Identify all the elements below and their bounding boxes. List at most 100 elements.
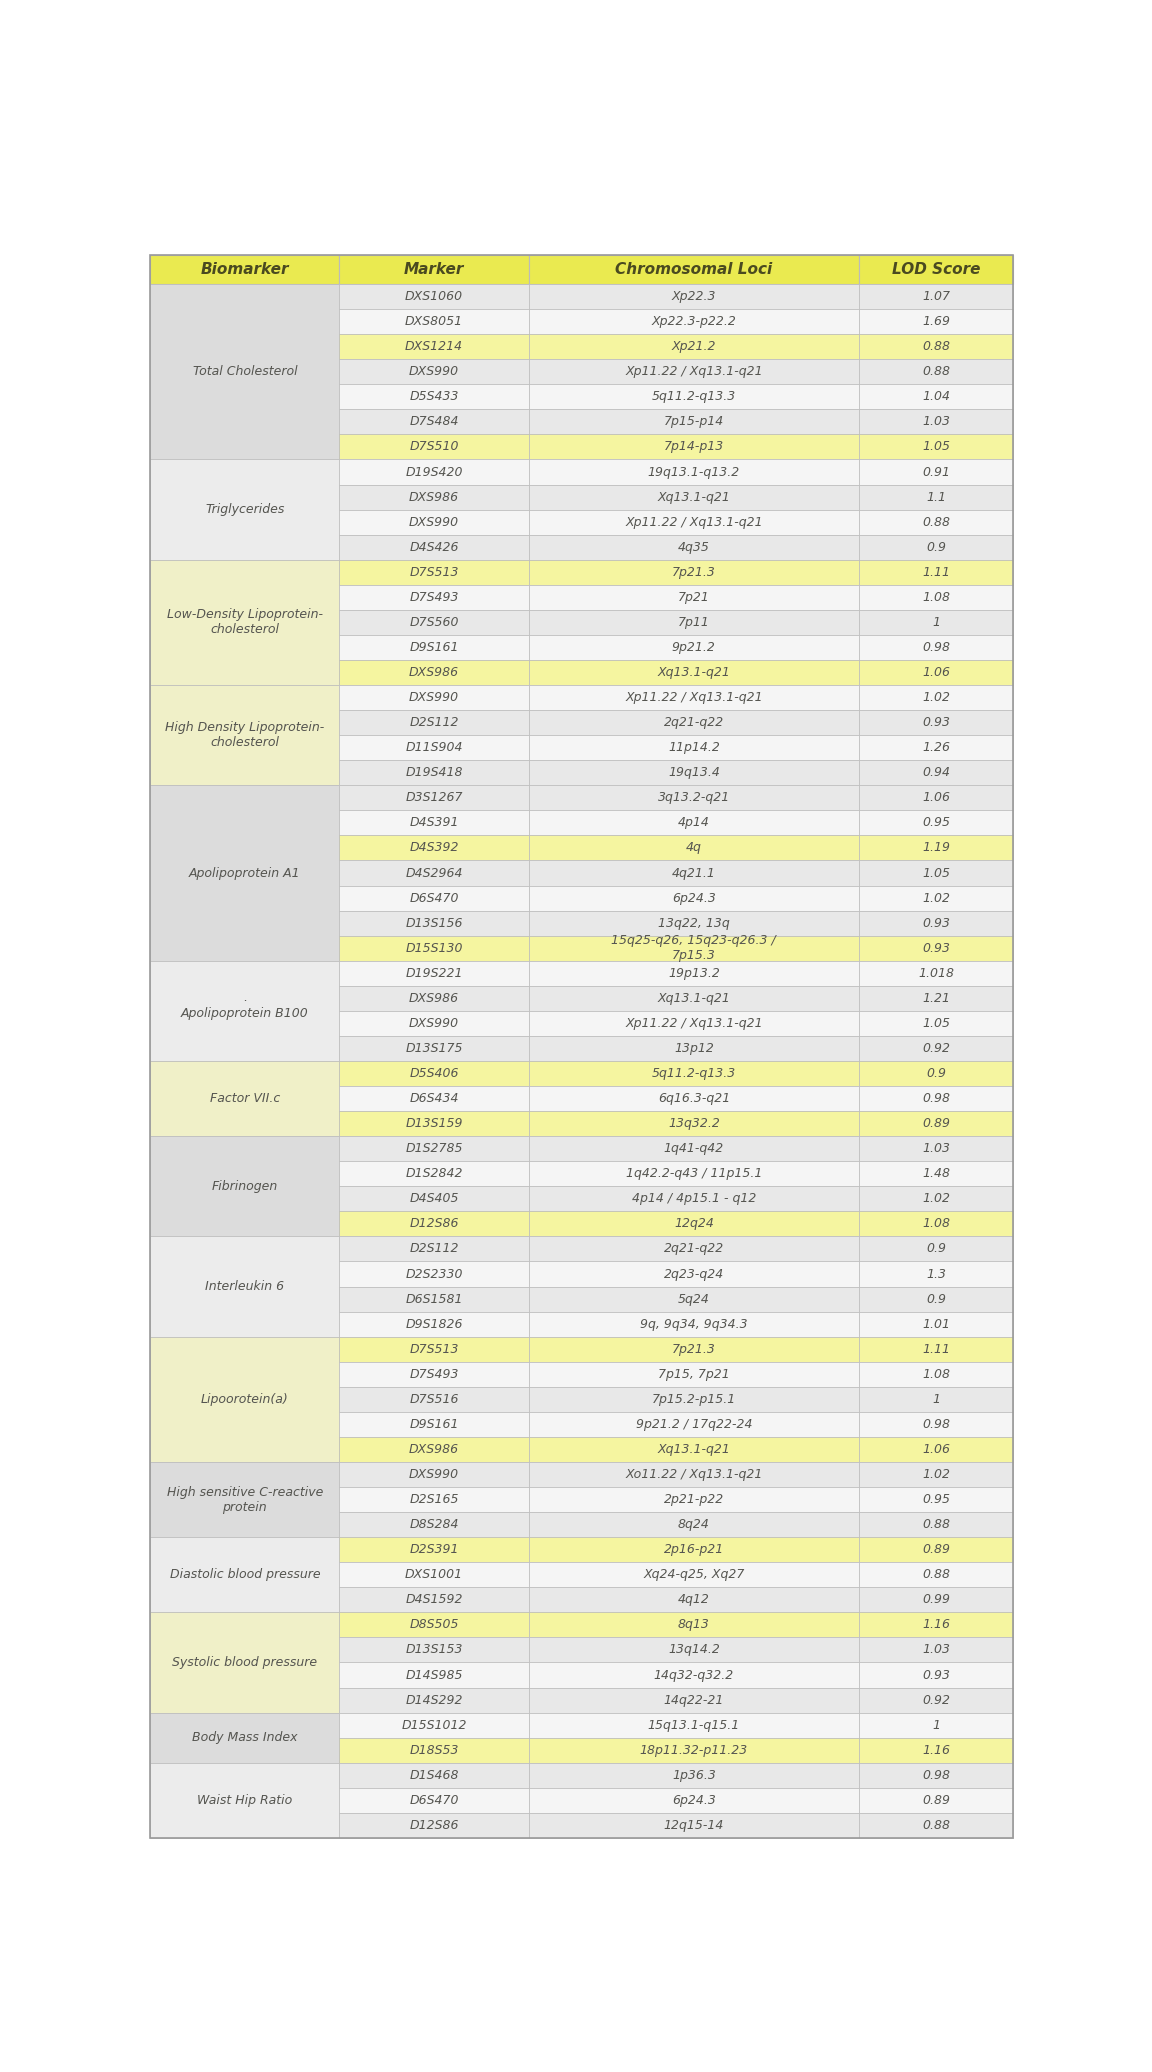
- Bar: [529, 1513, 859, 1537]
- Text: 0.93: 0.93: [922, 1668, 950, 1682]
- Bar: [340, 1262, 529, 1287]
- Text: 2p21-p22: 2p21-p22: [664, 1494, 723, 1506]
- Text: D6S470: D6S470: [409, 891, 458, 905]
- Text: 0.98: 0.98: [922, 1092, 950, 1104]
- Text: 0.89: 0.89: [922, 1117, 950, 1129]
- Text: 6q16.3-q21: 6q16.3-q21: [658, 1092, 730, 1104]
- Text: D15S1012: D15S1012: [401, 1718, 467, 1732]
- Text: Xp22.3: Xp22.3: [672, 290, 717, 303]
- Bar: [529, 910, 859, 937]
- Bar: [340, 686, 529, 711]
- Text: 3q13.2-q21: 3q13.2-q21: [658, 792, 730, 804]
- Text: 0.9: 0.9: [926, 1067, 946, 1080]
- Bar: [529, 686, 859, 711]
- Bar: [340, 1061, 529, 1086]
- Text: 9q, 9q34, 9q34.3: 9q, 9q34, 9q34.3: [641, 1318, 748, 1330]
- Text: 7p21.3: 7p21.3: [672, 1343, 715, 1355]
- Bar: [340, 1612, 529, 1637]
- Text: D13S153: D13S153: [406, 1643, 463, 1656]
- Bar: [340, 860, 529, 885]
- Bar: [340, 1011, 529, 1036]
- Text: 1: 1: [932, 1718, 940, 1732]
- Text: D7S513: D7S513: [409, 1343, 458, 1355]
- Bar: [859, 661, 1013, 686]
- Text: 0.88: 0.88: [922, 340, 950, 352]
- Bar: [529, 860, 859, 885]
- Text: 1.1: 1.1: [926, 491, 946, 503]
- Text: D4S1592: D4S1592: [406, 1593, 463, 1606]
- Bar: [529, 1763, 859, 1788]
- Text: DXS986: DXS986: [409, 1442, 460, 1457]
- Bar: [529, 1336, 859, 1361]
- Bar: [340, 255, 529, 284]
- Text: D13S175: D13S175: [406, 1042, 463, 1055]
- Text: 19p13.2: 19p13.2: [668, 968, 720, 980]
- Bar: [529, 383, 859, 410]
- Bar: [859, 1411, 1013, 1436]
- Text: 2q21-q22: 2q21-q22: [664, 1243, 723, 1256]
- Bar: [529, 961, 859, 986]
- Bar: [529, 1061, 859, 1086]
- Text: D7S493: D7S493: [409, 1368, 458, 1380]
- Bar: [340, 584, 529, 609]
- Bar: [859, 1160, 1013, 1187]
- Text: Chromosomal Loci: Chromosomal Loci: [615, 261, 773, 278]
- Bar: [859, 383, 1013, 410]
- Bar: [340, 1436, 529, 1463]
- Text: 9p21.2: 9p21.2: [672, 640, 715, 655]
- Bar: [859, 711, 1013, 736]
- Text: D9S161: D9S161: [409, 640, 458, 655]
- Text: DXS986: DXS986: [409, 665, 460, 680]
- Text: 13p12: 13p12: [674, 1042, 714, 1055]
- Text: Xo11.22 / Xq13.1-q21: Xo11.22 / Xq13.1-q21: [626, 1469, 763, 1481]
- Bar: [859, 937, 1013, 961]
- Bar: [340, 1813, 529, 1838]
- Bar: [340, 1738, 529, 1763]
- Bar: [859, 835, 1013, 860]
- Text: 15q13.1-q15.1: 15q13.1-q15.1: [647, 1718, 740, 1732]
- Bar: [859, 1262, 1013, 1287]
- Bar: [859, 1513, 1013, 1537]
- Text: D19S418: D19S418: [406, 767, 463, 779]
- Bar: [859, 1788, 1013, 1813]
- Bar: [150, 1714, 340, 1763]
- Bar: [859, 334, 1013, 358]
- Text: Xp21.2: Xp21.2: [672, 340, 717, 352]
- Text: D18S53: D18S53: [409, 1745, 458, 1757]
- Text: 1.48: 1.48: [922, 1167, 950, 1181]
- Text: 14q22-21: 14q22-21: [664, 1693, 725, 1707]
- Bar: [859, 460, 1013, 485]
- Text: 1.26: 1.26: [922, 742, 950, 754]
- Bar: [150, 686, 340, 785]
- Bar: [859, 510, 1013, 535]
- Text: 1.03: 1.03: [922, 414, 950, 429]
- Bar: [529, 485, 859, 510]
- Text: 4q12: 4q12: [677, 1593, 710, 1606]
- Text: 7p21.3: 7p21.3: [672, 566, 715, 578]
- Bar: [859, 1662, 1013, 1687]
- Bar: [150, 255, 340, 284]
- Bar: [150, 559, 340, 686]
- Text: 7p15, 7p21: 7p15, 7p21: [658, 1368, 729, 1380]
- Bar: [859, 584, 1013, 609]
- Bar: [859, 309, 1013, 334]
- Bar: [340, 1287, 529, 1312]
- Bar: [340, 1160, 529, 1187]
- Bar: [340, 383, 529, 410]
- Bar: [859, 1488, 1013, 1513]
- Text: 5q11.2-q13.3: 5q11.2-q13.3: [652, 1067, 736, 1080]
- Text: D2S165: D2S165: [409, 1494, 458, 1506]
- Text: Xq24-q25, Xq27: Xq24-q25, Xq27: [643, 1569, 744, 1581]
- Text: 7p11: 7p11: [677, 615, 710, 630]
- Text: 4q21.1: 4q21.1: [672, 866, 715, 879]
- Text: D8S284: D8S284: [409, 1519, 458, 1531]
- Text: D4S391: D4S391: [409, 816, 458, 829]
- Text: 0.9: 0.9: [926, 1293, 946, 1305]
- Text: High Density Lipoprotein-
cholesterol: High Density Lipoprotein- cholesterol: [165, 721, 325, 750]
- Bar: [859, 1637, 1013, 1662]
- Text: Xp11.22 / Xq13.1-q21: Xp11.22 / Xq13.1-q21: [626, 516, 763, 528]
- Bar: [340, 961, 529, 986]
- Bar: [529, 1662, 859, 1687]
- Text: D2S112: D2S112: [409, 1243, 458, 1256]
- Text: 0.91: 0.91: [922, 466, 950, 479]
